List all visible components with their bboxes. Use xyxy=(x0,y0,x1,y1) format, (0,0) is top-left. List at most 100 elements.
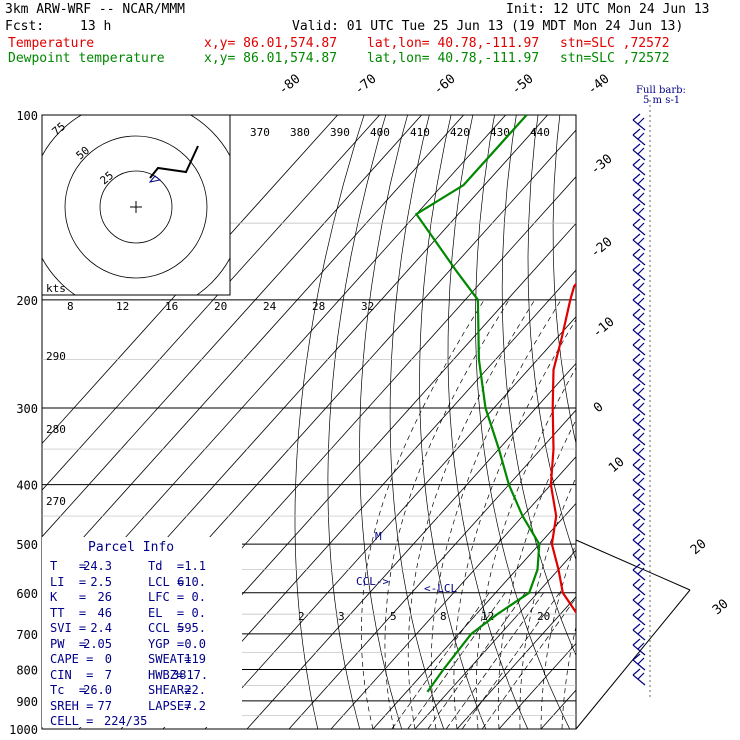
theta-tick-label: 390 xyxy=(330,126,350,139)
full-barb-value: 5 m s-1 xyxy=(643,95,681,106)
dry-adiabat xyxy=(711,87,740,740)
isotherm-tick-label: 20 xyxy=(688,537,710,559)
dewpoint-xy: x,y= 86.01,574.87 xyxy=(204,51,338,66)
isotherm-line xyxy=(42,115,381,491)
wind-barb xyxy=(632,533,646,551)
mixing-ratio-line xyxy=(481,597,576,729)
theta-left-tick-label: 280 xyxy=(46,423,66,436)
parcel-info-value: 24.3 xyxy=(83,559,112,573)
dewpoint-legend-label: Dewpoint temperature xyxy=(8,51,165,66)
pressure-tick-label: 900 xyxy=(16,695,38,709)
dewpoint-latlon: lat,lon= 40.78,-111.97 xyxy=(367,51,540,66)
wind-barb xyxy=(632,323,646,341)
theta-tick-label: 430 xyxy=(490,126,510,139)
isotherm-line xyxy=(613,87,740,740)
wind-barb xyxy=(632,593,646,611)
parcel-info-key: TT = xyxy=(50,605,87,620)
parcel-info-key: SWEAT= xyxy=(148,652,192,666)
theta-tick-label: 400 xyxy=(370,126,390,139)
parcel-info-key: LFC = xyxy=(148,590,185,604)
forecast-label: Fcst: xyxy=(5,19,45,34)
parcel-info-value: 595. xyxy=(177,621,206,635)
wind-barb xyxy=(632,308,646,326)
wind-barb xyxy=(632,113,646,131)
isotherm-line xyxy=(288,409,576,729)
valid-time: Valid: 01 UTC Tue 25 Jun 13 (19 MDT Mon … xyxy=(292,19,684,34)
wind-barb xyxy=(632,563,646,581)
parcel-info-key: CIN = xyxy=(50,667,94,682)
isotherm-line xyxy=(655,87,740,740)
moist-adiabat xyxy=(561,625,576,729)
parcel-info-key: SHEAR= xyxy=(148,683,192,697)
moist-adiabat xyxy=(497,419,576,729)
mixing-ratio-tick-label: 2 xyxy=(298,610,305,623)
isotherm-tick-label: -20 xyxy=(588,234,616,261)
parcel-info-key: Tc = xyxy=(50,683,87,697)
isotherm-tick-label: -10 xyxy=(590,314,618,341)
pressure-tick-label: 600 xyxy=(16,587,38,601)
wind-barb xyxy=(632,638,646,656)
isotherm-line xyxy=(330,456,576,729)
isotherm-line xyxy=(372,502,576,729)
isotherm-line xyxy=(42,115,339,445)
isotherm-tick-label: 10 xyxy=(606,455,628,477)
theta-tick-label: 420 xyxy=(450,126,470,139)
temperature-profile xyxy=(549,282,576,615)
wind-barb xyxy=(632,368,646,386)
pressure-tick-label: 1000 xyxy=(9,723,38,737)
mixing-ratio-line xyxy=(391,592,490,729)
dry-adiabat xyxy=(668,87,740,740)
isotherm-line xyxy=(540,689,576,729)
dry-adiabat xyxy=(294,115,365,729)
pressure-tick-label: 200 xyxy=(16,294,38,308)
isotherm-line xyxy=(456,596,576,729)
isotherm-tick-label: 30 xyxy=(710,597,732,619)
wind-barb xyxy=(632,413,646,431)
parcel-info-key: LCL = xyxy=(148,574,185,589)
parcel-info-value: 26.0 xyxy=(83,683,112,697)
marker-m: M xyxy=(375,530,382,543)
isotherm-tick-label: -50 xyxy=(509,71,537,98)
wind-barb xyxy=(632,278,646,296)
parcel-info-key: YGP = xyxy=(148,636,185,651)
wind-barb xyxy=(632,608,646,626)
isotherm-line xyxy=(246,362,576,729)
theta-tick-label: 410 xyxy=(410,126,430,139)
hodo-speed-label: 16 xyxy=(165,300,178,313)
isotherm-line xyxy=(162,269,576,729)
isotherm-tick-label: -60 xyxy=(431,71,459,98)
full-barb-title: Full barb: xyxy=(636,85,686,96)
parcel-info-panel: Parcel Info T = 24.3 Td = 1.1 LI = 2.5 LCL = 61… xyxy=(42,537,242,728)
parcel-info-value: 610. xyxy=(177,574,206,589)
hodo-speed-label: 12 xyxy=(116,300,129,313)
parcel-info-value: 22. xyxy=(184,683,206,697)
theta-tick-label: 440 xyxy=(530,126,550,139)
parcel-info-value: 77 xyxy=(97,698,112,713)
moist-adiabat xyxy=(407,299,535,729)
dry-adiabat xyxy=(419,115,487,729)
wind-barb xyxy=(632,473,646,491)
hodo-speed-label: 20 xyxy=(214,300,227,313)
parcel-info-key: T = xyxy=(50,559,87,573)
dewpoint-profile xyxy=(414,115,541,693)
wind-barb xyxy=(632,383,646,401)
temperature-legend-label: Temperature xyxy=(8,36,95,51)
parcel-info-value: 3817. xyxy=(172,667,209,682)
wind-barb xyxy=(632,488,646,506)
model-title: 3km ARW-WRF -- NCAR/MMM xyxy=(5,2,186,17)
hodo-speed-label: 28 xyxy=(312,300,325,313)
mixing-ratio-line xyxy=(461,592,560,729)
isotherm-tick-label: -30 xyxy=(588,151,616,178)
wind-barb xyxy=(632,653,646,671)
parcel-info-value: 0.0 xyxy=(184,636,206,651)
isotherm-line xyxy=(42,115,423,538)
parcel-info-value: 7.2 xyxy=(184,698,206,713)
parcel-info-value: 2.05 xyxy=(83,636,112,651)
wind-barb xyxy=(632,158,646,176)
isotherm-tick-label: -40 xyxy=(585,71,613,98)
theta-left-tick-label: 290 xyxy=(46,350,66,363)
pressure-tick-label: 300 xyxy=(16,402,38,416)
parcel-info-key: HWBZ= xyxy=(148,667,185,682)
moist-adiabat xyxy=(540,542,576,729)
marker-ccl: CCL-> xyxy=(356,575,389,588)
